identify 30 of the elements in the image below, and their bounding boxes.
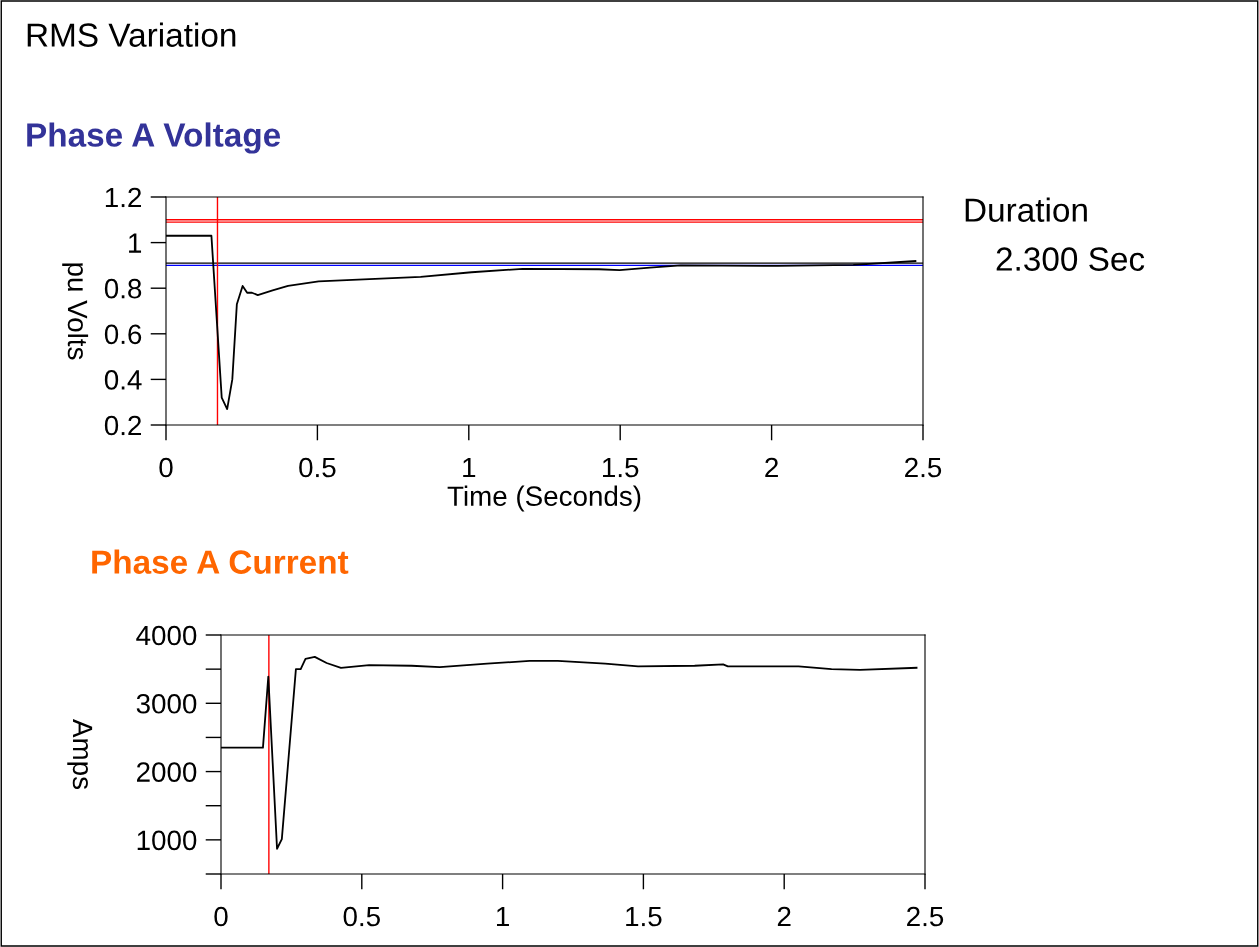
y-tick-label: 1: [129, 233, 142, 253]
chart-title: RMS Variation: [27, 22, 236, 47]
x-tick-label: 1.5: [603, 457, 639, 478]
y-tick-label: 2000: [137, 762, 197, 782]
x-tick-label: 0.5: [299, 457, 336, 478]
x-tick-label: 2: [777, 906, 791, 927]
chart-subtitle: Phase A Voltage: [27, 122, 281, 154]
y-tick-label: 1.2: [105, 187, 141, 208]
x-tick-label: 0: [214, 906, 228, 927]
y-tick-label: 0.6: [104, 324, 142, 345]
y-axis-title: pu Volts: [62, 263, 89, 360]
text: 2.300 Sec: [996, 247, 1145, 271]
y-tick-label: 1000: [137, 830, 197, 851]
chart-title: Phase A Current: [92, 549, 349, 574]
x-tick-label: 2.5: [905, 457, 942, 478]
text: Duration: [965, 197, 1087, 222]
y-tick-label: 0.4: [104, 370, 142, 390]
x-axis-title: Time (Seconds): [447, 485, 641, 512]
y-tick-label: 0.2: [104, 415, 141, 436]
x-tick-label: 0.5: [343, 906, 380, 927]
y-tick-label: 0.8: [104, 278, 142, 299]
x-tick-label: 2: [765, 457, 778, 478]
x-tick-label: 2.5: [907, 906, 944, 927]
y-tick-label: 4000: [136, 625, 197, 646]
x-tick-label: 0: [159, 457, 173, 478]
y-axis-title: Amps: [67, 719, 93, 789]
y-tick-label: 3000: [136, 693, 197, 714]
x-tick-label: 1: [496, 906, 509, 927]
x-tick-label: 1.5: [626, 906, 662, 927]
x-tick-label: 1: [463, 457, 476, 478]
